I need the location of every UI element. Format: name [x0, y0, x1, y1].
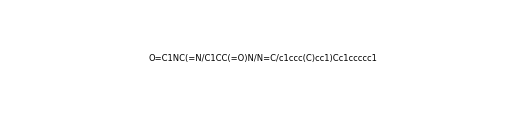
- Text: O=C1NC(=N/C1CC(=O)N/N=C/c1ccc(C)cc1)Cc1ccccc1: O=C1NC(=N/C1CC(=O)N/N=C/c1ccc(C)cc1)Cc1c…: [148, 55, 378, 63]
